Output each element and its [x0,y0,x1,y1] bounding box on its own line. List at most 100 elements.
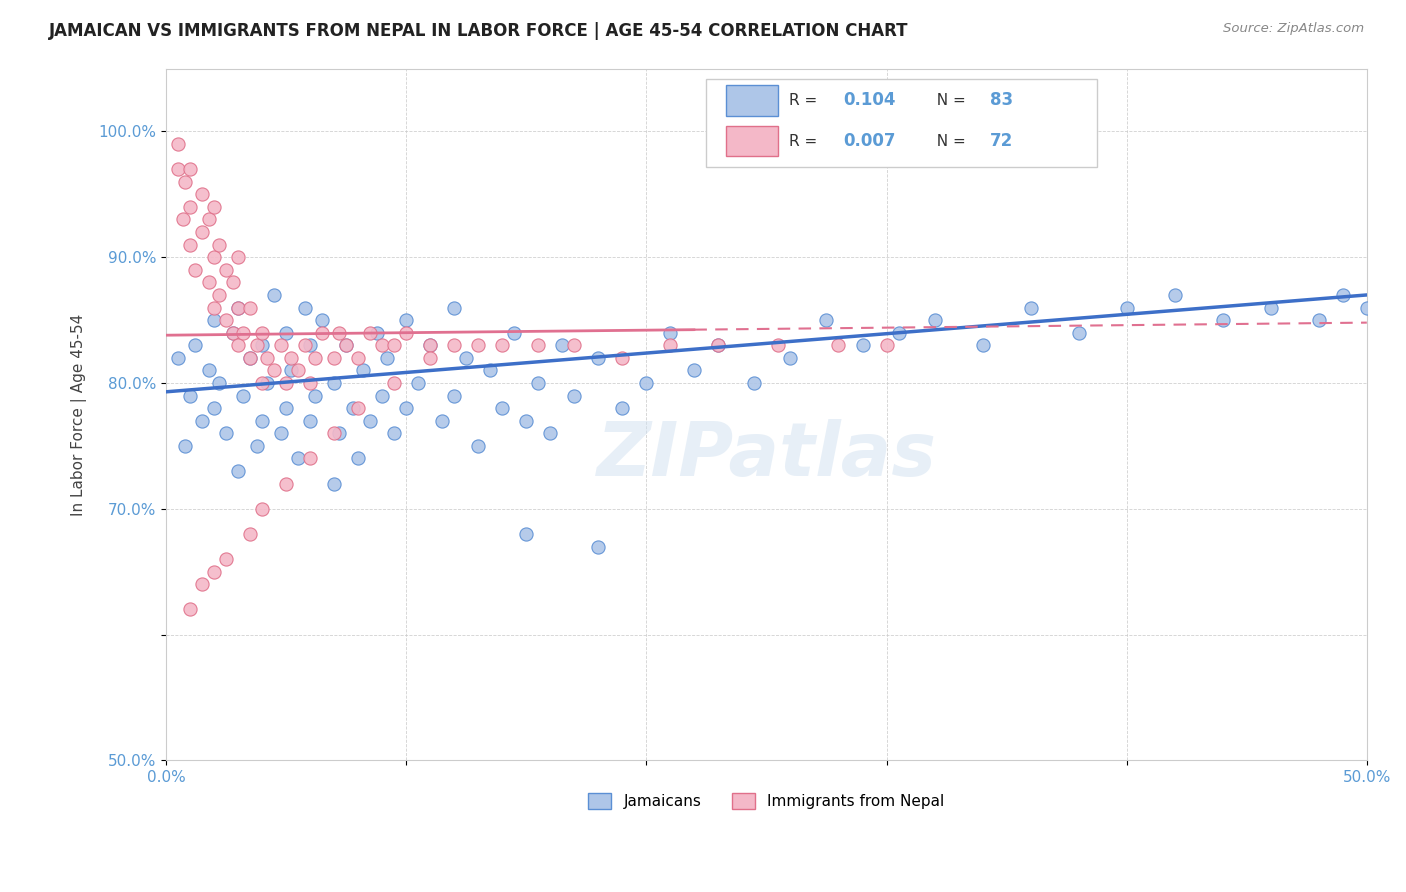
Point [479,363,502,377]
Point [443,388,465,402]
Point [406,376,429,390]
Text: R =: R = [789,93,823,108]
Point [202,401,225,416]
Point [527,338,550,352]
Point [1163,288,1185,302]
Point [280,351,302,365]
Point [184,338,207,352]
Point [202,301,225,315]
Text: N =: N = [928,134,972,149]
Point [239,351,262,365]
Point [375,351,398,365]
Point [887,326,910,340]
Point [226,250,249,264]
Point [179,602,201,616]
Point [202,200,225,214]
Point [276,376,298,390]
Point [467,439,489,453]
Point [491,338,513,352]
Point [562,338,585,352]
Point [1260,301,1282,315]
Point [174,175,197,189]
Point [352,363,374,377]
Point [226,464,249,478]
Point [395,313,418,327]
Point [366,326,388,340]
Point [202,313,225,327]
Point [1331,288,1354,302]
Point [276,326,298,340]
Point [256,376,278,390]
Point [328,326,350,340]
Point [222,276,245,290]
Text: JAMAICAN VS IMMIGRANTS FROM NEPAL IN LABOR FORCE | AGE 45-54 CORRELATION CHART: JAMAICAN VS IMMIGRANTS FROM NEPAL IN LAB… [49,22,908,40]
Point [276,401,298,416]
Point [515,527,537,541]
Point [191,577,214,591]
Point [419,351,441,365]
Point [382,376,405,390]
Point [226,301,249,315]
Point [167,351,190,365]
Point [179,388,201,402]
Point [707,338,730,352]
Point [172,212,194,227]
Point [1115,301,1137,315]
Point [250,326,273,340]
Point [208,376,231,390]
Point [491,401,513,416]
Point [659,338,682,352]
Text: N =: N = [928,93,972,108]
Point [443,338,465,352]
Text: ZIPatlas: ZIPatlas [596,419,936,492]
Point [323,426,346,441]
Point [287,451,309,466]
Point [768,338,790,352]
Point [779,351,801,365]
Point [299,451,322,466]
Point [239,527,262,541]
Point [323,476,346,491]
Point [359,326,381,340]
Point [636,376,658,390]
Point [202,565,225,579]
Point [250,338,273,352]
Point [707,338,730,352]
Point [294,338,316,352]
Point [515,414,537,428]
Point [323,376,346,390]
Point [827,338,849,352]
FancyBboxPatch shape [725,85,779,116]
Point [359,414,381,428]
Point [1355,301,1378,315]
Point [184,262,207,277]
Text: 0.007: 0.007 [844,132,896,150]
Point [179,237,201,252]
Point [191,187,214,202]
Point [347,451,370,466]
Point [239,301,262,315]
Point [299,338,322,352]
Point [179,162,201,177]
Point [294,301,316,315]
Point [263,363,285,377]
Point [659,326,682,340]
Point [851,338,873,352]
Point [250,376,273,390]
Point [562,388,585,402]
Point [342,401,364,416]
Point [432,414,454,428]
Point [208,288,231,302]
Point [347,351,370,365]
Point [226,338,249,352]
Point [972,338,994,352]
Point [299,414,322,428]
Text: Source: ZipAtlas.com: Source: ZipAtlas.com [1223,22,1364,36]
Point [215,426,238,441]
Point [256,351,278,365]
Point [215,313,238,327]
Point [419,338,441,352]
Point [538,426,561,441]
Point [1212,313,1234,327]
Point [222,326,245,340]
